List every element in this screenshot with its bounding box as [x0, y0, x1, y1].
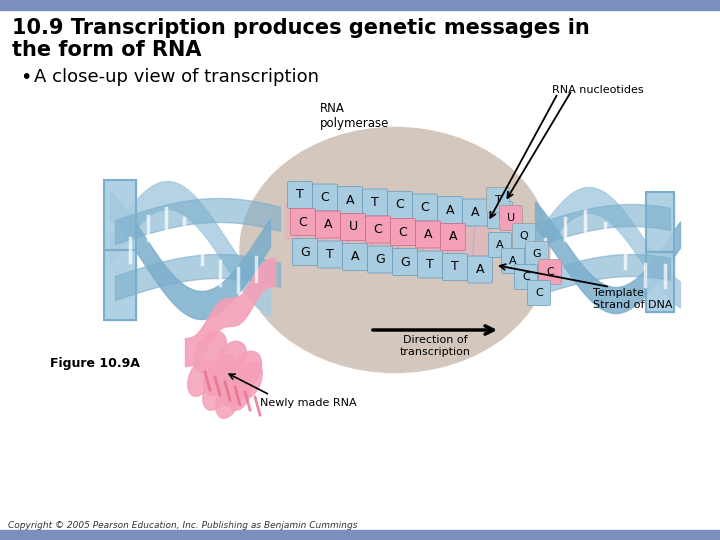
Text: Copyright © 2005 Pearson Education, Inc. Publishing as Benjamin Cummings: Copyright © 2005 Pearson Education, Inc.… [8, 521, 358, 530]
FancyBboxPatch shape [526, 241, 549, 267]
FancyBboxPatch shape [343, 244, 367, 271]
Text: U: U [348, 220, 358, 233]
Text: C: C [399, 226, 408, 239]
Text: A: A [424, 228, 432, 241]
Text: G: G [533, 249, 541, 259]
Bar [104, 180, 136, 250]
Text: Q: Q [520, 231, 528, 241]
Bar [104, 180, 136, 250]
FancyBboxPatch shape [539, 260, 562, 285]
FancyBboxPatch shape [366, 216, 390, 243]
Text: C: C [395, 199, 405, 212]
Ellipse shape [204, 354, 237, 396]
Text: A: A [351, 251, 359, 264]
FancyBboxPatch shape [338, 186, 362, 213]
FancyBboxPatch shape [341, 213, 366, 240]
FancyBboxPatch shape [418, 251, 443, 278]
Bar [104, 250, 136, 320]
FancyBboxPatch shape [413, 194, 438, 221]
FancyBboxPatch shape [515, 265, 538, 289]
Text: U: U [507, 213, 515, 223]
Text: G: G [375, 253, 385, 266]
FancyBboxPatch shape [441, 224, 466, 251]
FancyBboxPatch shape [287, 181, 312, 208]
Text: A close-up view of transcription: A close-up view of transcription [34, 68, 319, 86]
Text: A: A [476, 263, 485, 276]
Text: 10.9 Transcription produces genetic messages in: 10.9 Transcription produces genetic mess… [12, 18, 590, 38]
Text: G: G [300, 246, 310, 259]
FancyBboxPatch shape [415, 221, 441, 248]
FancyBboxPatch shape [390, 219, 415, 246]
Bar [0, 0, 720, 10]
FancyBboxPatch shape [487, 201, 513, 228]
FancyBboxPatch shape [292, 239, 318, 266]
Ellipse shape [240, 127, 550, 373]
FancyBboxPatch shape [467, 256, 492, 283]
Text: A: A [346, 193, 354, 206]
FancyBboxPatch shape [315, 211, 341, 238]
Ellipse shape [228, 352, 261, 393]
Text: A: A [509, 256, 517, 266]
Text: •: • [20, 68, 32, 87]
Text: C: C [374, 223, 382, 236]
Text: A: A [471, 206, 480, 219]
FancyBboxPatch shape [528, 280, 551, 306]
Text: T: T [296, 188, 304, 201]
Ellipse shape [213, 341, 246, 383]
FancyBboxPatch shape [487, 187, 510, 213]
Ellipse shape [216, 382, 240, 418]
Text: C: C [522, 272, 530, 282]
Text: T: T [496, 208, 504, 221]
FancyBboxPatch shape [513, 224, 536, 248]
Ellipse shape [203, 374, 228, 410]
FancyBboxPatch shape [387, 192, 413, 219]
Text: RNA nucleotides: RNA nucleotides [552, 85, 644, 95]
Text: A: A [446, 204, 454, 217]
FancyBboxPatch shape [462, 199, 487, 226]
Text: C: C [535, 288, 543, 298]
Text: A: A [449, 231, 457, 244]
Bar [104, 250, 136, 320]
Text: Figure 10.9A: Figure 10.9A [50, 357, 140, 370]
Text: T: T [326, 248, 334, 261]
Bar [646, 192, 674, 252]
Text: C: C [546, 267, 554, 277]
Text: Direction of
transcription: Direction of transcription [400, 335, 470, 356]
Text: T: T [426, 258, 434, 271]
Ellipse shape [194, 332, 227, 373]
Text: A: A [324, 218, 332, 231]
FancyBboxPatch shape [392, 248, 418, 275]
FancyBboxPatch shape [443, 253, 467, 280]
Text: T: T [371, 196, 379, 209]
Text: C: C [320, 191, 329, 204]
Text: the form of RNA: the form of RNA [12, 40, 202, 60]
Text: RNA
polymerase: RNA polymerase [320, 102, 390, 130]
Bar [646, 252, 674, 312]
Ellipse shape [188, 360, 212, 396]
Bar [646, 252, 674, 312]
FancyBboxPatch shape [500, 206, 523, 231]
FancyBboxPatch shape [488, 233, 511, 258]
Text: C: C [299, 215, 307, 228]
FancyBboxPatch shape [502, 248, 524, 273]
Bar [646, 192, 674, 252]
Text: Template
Strand of DNA: Template Strand of DNA [593, 288, 672, 309]
FancyBboxPatch shape [290, 208, 315, 235]
FancyBboxPatch shape [367, 246, 392, 273]
Text: C: C [420, 201, 429, 214]
FancyBboxPatch shape [312, 184, 338, 211]
Ellipse shape [238, 362, 262, 398]
Text: G: G [400, 255, 410, 268]
FancyBboxPatch shape [438, 197, 462, 224]
Text: T: T [451, 260, 459, 273]
Bar [0, 530, 720, 540]
Text: T: T [495, 195, 501, 205]
FancyBboxPatch shape [362, 189, 387, 216]
Text: Newly made RNA: Newly made RNA [260, 398, 356, 408]
FancyBboxPatch shape [318, 241, 343, 268]
Ellipse shape [228, 374, 252, 410]
Text: A: A [496, 240, 504, 250]
Ellipse shape [218, 364, 251, 406]
